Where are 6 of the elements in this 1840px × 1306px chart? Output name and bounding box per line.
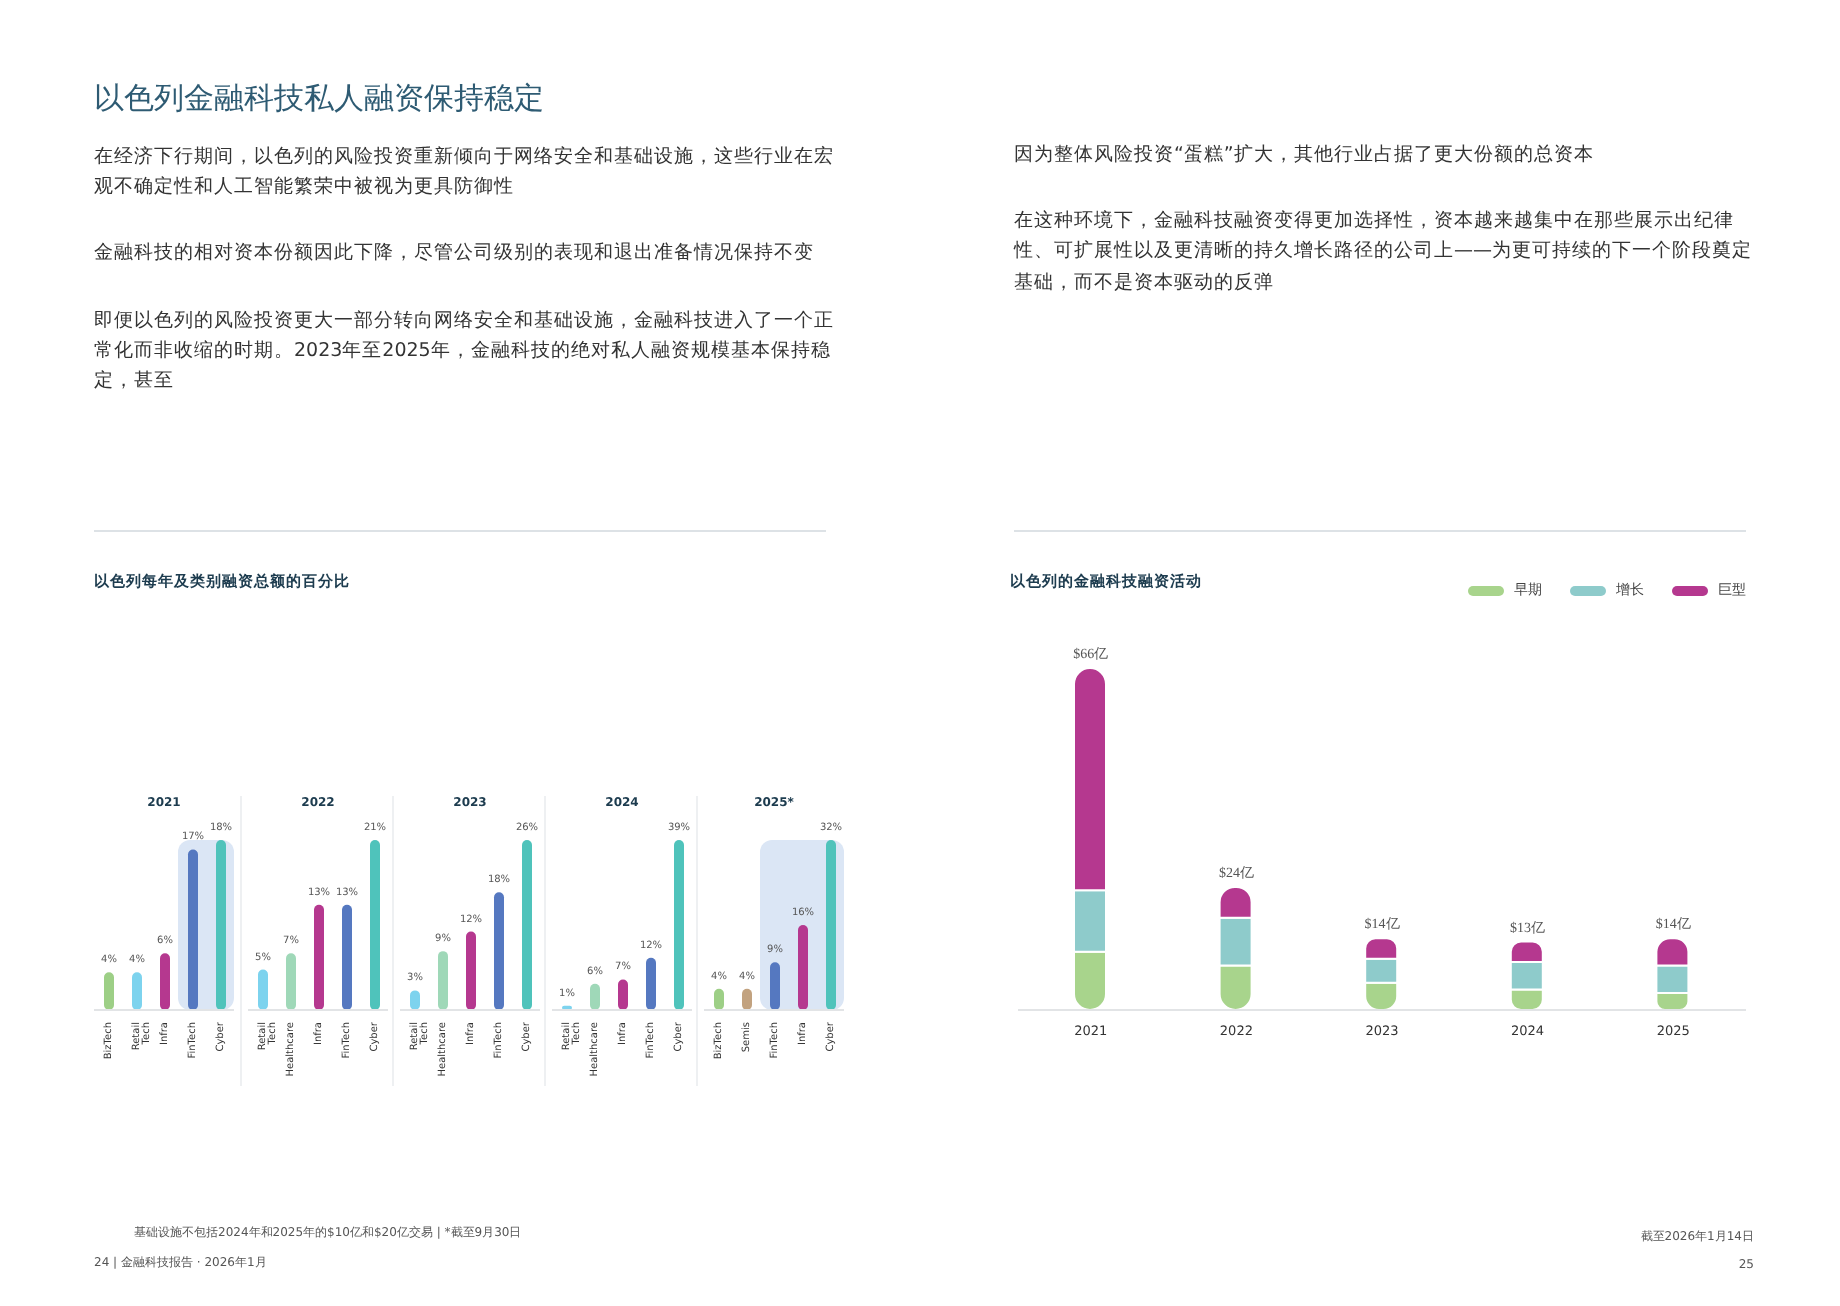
text: 金融科技的相对资本份额因此下降，尽管公司级别的表现和退出准备情况保持不变	[94, 240, 816, 269]
text: 以色列金融科技私人融资保持稳定	[94, 80, 546, 118]
text: 在经济下行期间，以色列的风险投资重新倾向于网络安全和基础设施，这些行业在宏观不确定性和人工智能繁荣中被视为更具防御性	[94, 144, 834, 203]
text: 即便以色列的风险投资更大一部分转向网络安全和基础设施，金融科技进入了一个正常化而非收缩的时期。2023年至2025年，金融科技的绝对私人融资规模基本保持稳定，甚至	[94, 307, 834, 396]
text: 因为整体风险投资“蛋糕”扩大，其他行业占据了更大份额的总资本	[1014, 142, 1596, 170]
text: 在这种环境下，金融科技融资变得更加选择性，资本越来越集中在那些展示出纪律性、可扩展性以及更清晰的持久增长路径的公司上——为更可持续的下一个阶段奠定基础，而不是资本驱动的反弹	[1014, 208, 1754, 298]
